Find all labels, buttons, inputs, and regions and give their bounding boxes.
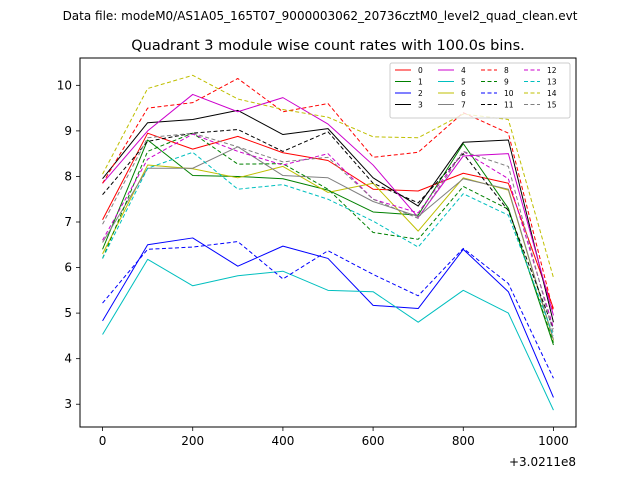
legend-label: 1 (418, 78, 423, 87)
legend-label: 5 (461, 78, 466, 87)
legend-frame (389, 62, 571, 119)
legend-label: 9 (504, 78, 509, 87)
legend-label: 12 (547, 66, 557, 75)
legend-label: 14 (547, 89, 557, 98)
chart-title: Quadrant 3 module wise count rates with … (131, 38, 525, 54)
data-file-label: Data file: modeM0/AS1A05_165T07_90000030… (63, 9, 578, 23)
y-tick-label: 3 (64, 397, 72, 411)
plot-area (79, 57, 577, 428)
series-line-7 (102, 146, 554, 340)
legend-entry-9: 9 (481, 78, 509, 87)
series-line-2 (102, 237, 554, 398)
legend-label: 0 (418, 66, 423, 75)
legend-entry-6: 6 (438, 89, 466, 98)
legend-entry-10: 10 (481, 89, 514, 98)
legend-entry-4: 4 (438, 66, 466, 75)
y-tick-label: 9 (64, 124, 72, 138)
series-line-9 (102, 132, 554, 343)
x-tick-label: 800 (452, 434, 475, 448)
legend-label: 10 (504, 89, 514, 98)
legend-entry-11: 11 (481, 101, 514, 110)
legend-entry-5: 5 (438, 78, 466, 87)
legend-entry-12: 12 (524, 66, 557, 75)
y-tick-label: 8 (64, 169, 72, 183)
series-line-4 (102, 93, 554, 316)
x-tick-label: 0 (99, 434, 107, 448)
series-line-15 (102, 132, 554, 334)
legend-label: 7 (461, 101, 466, 110)
legend-entry-1: 1 (395, 78, 423, 87)
y-tick-label: 7 (64, 215, 72, 229)
series-line-12 (102, 133, 554, 328)
legend-entry-8: 8 (481, 66, 509, 75)
series-line-8 (102, 78, 554, 312)
series-layer (102, 74, 554, 411)
series-line-1 (102, 139, 554, 346)
legend-label: 6 (461, 89, 466, 98)
legend-label: 3 (418, 101, 423, 110)
legend-label: 13 (547, 78, 557, 87)
legend-label: 8 (504, 66, 509, 75)
legend-label: 4 (461, 66, 466, 75)
legend-label: 2 (418, 89, 423, 98)
legend-entry-2: 2 (395, 89, 423, 98)
legend-entry-0: 0 (395, 66, 423, 75)
y-tick-label: 6 (64, 261, 72, 275)
x-axis: 0 200 400 600 800 1000 (99, 427, 569, 448)
y-tick-label: 10 (57, 78, 72, 92)
legend-entry-13: 13 (524, 78, 557, 87)
series-line-0 (102, 132, 554, 309)
series-line-14 (102, 74, 554, 278)
series-line-10 (102, 241, 554, 379)
x-tick-label: 1000 (538, 434, 569, 448)
series-line-3 (102, 109, 554, 323)
legend-entry-3: 3 (395, 101, 423, 110)
legend-label: 15 (547, 101, 557, 110)
series-line-13 (102, 151, 554, 337)
x-tick-label: 200 (181, 434, 204, 448)
x-tick-label: 400 (271, 434, 294, 448)
legend-label: 11 (504, 101, 514, 110)
legend-entry-7: 7 (438, 101, 466, 110)
series-line-5 (102, 258, 554, 411)
series-line-11 (102, 129, 554, 330)
x-axis-offset-label: +3.0211e8 (509, 455, 576, 469)
legend-entry-14: 14 (524, 89, 557, 98)
y-tick-label: 5 (64, 306, 72, 320)
y-axis: 3 4 5 6 7 8 9 10 (57, 78, 80, 411)
legend-entry-15: 15 (524, 101, 557, 110)
y-tick-label: 4 (64, 352, 72, 366)
x-tick-label: 600 (362, 434, 385, 448)
